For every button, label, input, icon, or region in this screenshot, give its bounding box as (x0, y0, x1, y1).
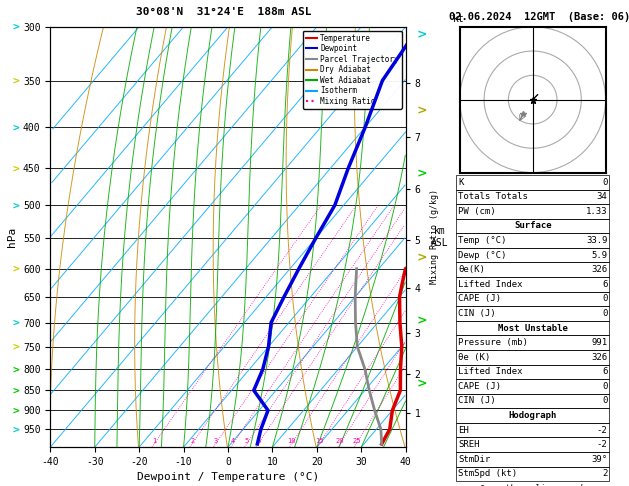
Text: >: > (13, 122, 19, 132)
Text: >: > (13, 342, 19, 352)
Text: SREH: SREH (458, 440, 479, 449)
Text: -2: -2 (597, 440, 608, 449)
Text: Dewp (°C): Dewp (°C) (458, 251, 506, 260)
Text: -2: -2 (597, 426, 608, 434)
Text: 4: 4 (231, 437, 235, 444)
Text: 15: 15 (315, 437, 324, 444)
Text: CIN (J): CIN (J) (458, 309, 496, 318)
Text: >: > (13, 75, 19, 86)
Text: >: > (13, 317, 19, 328)
Text: >: > (13, 22, 19, 32)
Text: PW (cm): PW (cm) (458, 207, 496, 216)
Text: Lifted Index: Lifted Index (458, 280, 523, 289)
Text: 1.33: 1.33 (586, 207, 608, 216)
Text: >: > (13, 163, 19, 174)
Y-axis label: km
ASL: km ASL (431, 226, 449, 248)
Text: 25: 25 (352, 437, 360, 444)
Text: Hodograph: Hodograph (508, 411, 557, 420)
Text: 6: 6 (602, 280, 608, 289)
Text: 39°: 39° (591, 455, 608, 464)
Text: 20: 20 (336, 437, 344, 444)
Text: 02.06.2024  12GMT  (Base: 06): 02.06.2024 12GMT (Base: 06) (448, 12, 629, 22)
Text: Surface: Surface (514, 222, 552, 230)
Text: Most Unstable: Most Unstable (498, 324, 567, 332)
Text: Mixing Ratio (g/kg): Mixing Ratio (g/kg) (430, 190, 438, 284)
Text: CIN (J): CIN (J) (458, 397, 496, 405)
Text: >: > (416, 29, 426, 42)
Text: >: > (13, 424, 19, 434)
Text: StmSpd (kt): StmSpd (kt) (458, 469, 517, 478)
Legend: Temperature, Dewpoint, Parcel Trajectory, Dry Adiabat, Wet Adiabat, Isotherm, Mi: Temperature, Dewpoint, Parcel Trajectory… (303, 31, 402, 109)
Text: 991: 991 (591, 338, 608, 347)
Text: StmDir: StmDir (458, 455, 490, 464)
Y-axis label: hPa: hPa (8, 227, 18, 247)
Text: >: > (416, 251, 426, 264)
Text: Pressure (mb): Pressure (mb) (458, 338, 528, 347)
Text: 326: 326 (591, 353, 608, 362)
Text: 5: 5 (245, 437, 249, 444)
Text: 30°08'N  31°24'E  188m ASL: 30°08'N 31°24'E 188m ASL (135, 7, 311, 17)
Text: >: > (416, 378, 426, 391)
Text: >: > (13, 405, 19, 416)
Text: 0: 0 (602, 178, 608, 187)
Text: K: K (458, 178, 464, 187)
Text: 326: 326 (591, 265, 608, 274)
Text: CAPE (J): CAPE (J) (458, 295, 501, 303)
Text: 0: 0 (602, 397, 608, 405)
Text: 3: 3 (214, 437, 218, 444)
Text: >: > (13, 385, 19, 396)
Text: 6: 6 (256, 437, 260, 444)
Text: 0: 0 (602, 382, 608, 391)
Text: 0: 0 (602, 295, 608, 303)
Text: >: > (13, 200, 19, 210)
Text: Lifted Index: Lifted Index (458, 367, 523, 376)
Text: θe (K): θe (K) (458, 353, 490, 362)
Text: 10: 10 (287, 437, 296, 444)
Text: θe(K): θe(K) (458, 265, 485, 274)
Text: CAPE (J): CAPE (J) (458, 382, 501, 391)
Text: 6: 6 (602, 367, 608, 376)
Text: 1: 1 (152, 437, 157, 444)
Text: >: > (416, 314, 426, 328)
Text: >: > (13, 364, 19, 374)
Text: EH: EH (458, 426, 469, 434)
Text: 2: 2 (602, 469, 608, 478)
Text: 33.9: 33.9 (586, 236, 608, 245)
Text: >: > (416, 104, 426, 117)
Text: 0: 0 (602, 309, 608, 318)
Text: 2: 2 (190, 437, 194, 444)
Text: kt: kt (452, 15, 464, 24)
Text: >: > (13, 264, 19, 274)
Text: >: > (416, 167, 426, 180)
X-axis label: Dewpoint / Temperature (°C): Dewpoint / Temperature (°C) (137, 472, 319, 483)
Text: Totals Totals: Totals Totals (458, 192, 528, 201)
Text: Temp (°C): Temp (°C) (458, 236, 506, 245)
Text: © weatheronline.co.uk: © weatheronline.co.uk (480, 484, 585, 486)
Text: 5.9: 5.9 (591, 251, 608, 260)
Text: 34: 34 (597, 192, 608, 201)
